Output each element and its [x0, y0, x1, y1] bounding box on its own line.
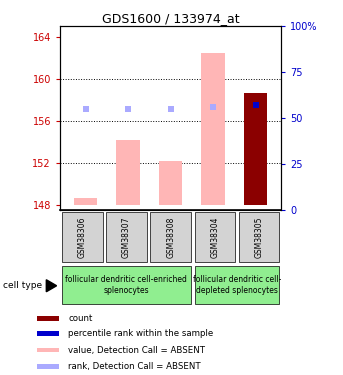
- Bar: [244, 93, 268, 205]
- Bar: [37, 364, 59, 369]
- Text: rank, Detection Call = ABSENT: rank, Detection Call = ABSENT: [69, 362, 201, 371]
- Text: follicular dendritic cell-enriched
splenocytes: follicular dendritic cell-enriched splen…: [66, 275, 187, 295]
- Text: percentile rank within the sample: percentile rank within the sample: [69, 329, 214, 338]
- Bar: [239, 212, 280, 262]
- Bar: [116, 140, 140, 205]
- Bar: [37, 348, 59, 352]
- Text: count: count: [69, 314, 93, 322]
- Bar: [62, 212, 103, 262]
- Text: value, Detection Call = ABSENT: value, Detection Call = ABSENT: [69, 345, 205, 354]
- Text: GSM38304: GSM38304: [210, 216, 220, 258]
- Text: GSM38307: GSM38307: [122, 216, 131, 258]
- Bar: [194, 266, 280, 304]
- Bar: [74, 198, 97, 205]
- Text: follicular dendritic cell-
depleted splenocytes: follicular dendritic cell- depleted sple…: [193, 275, 281, 295]
- Bar: [150, 212, 191, 262]
- Bar: [62, 266, 191, 304]
- Text: GSM38305: GSM38305: [255, 216, 264, 258]
- Bar: [37, 331, 59, 336]
- Bar: [37, 316, 59, 321]
- Text: cell type: cell type: [3, 281, 43, 290]
- Text: GSM38308: GSM38308: [166, 216, 175, 258]
- Title: GDS1600 / 133974_at: GDS1600 / 133974_at: [102, 12, 239, 25]
- Text: GSM38306: GSM38306: [78, 216, 87, 258]
- Bar: [106, 212, 147, 262]
- Polygon shape: [46, 280, 57, 292]
- Bar: [201, 53, 225, 205]
- Bar: [159, 160, 182, 205]
- Bar: [244, 93, 268, 205]
- Bar: [194, 212, 235, 262]
